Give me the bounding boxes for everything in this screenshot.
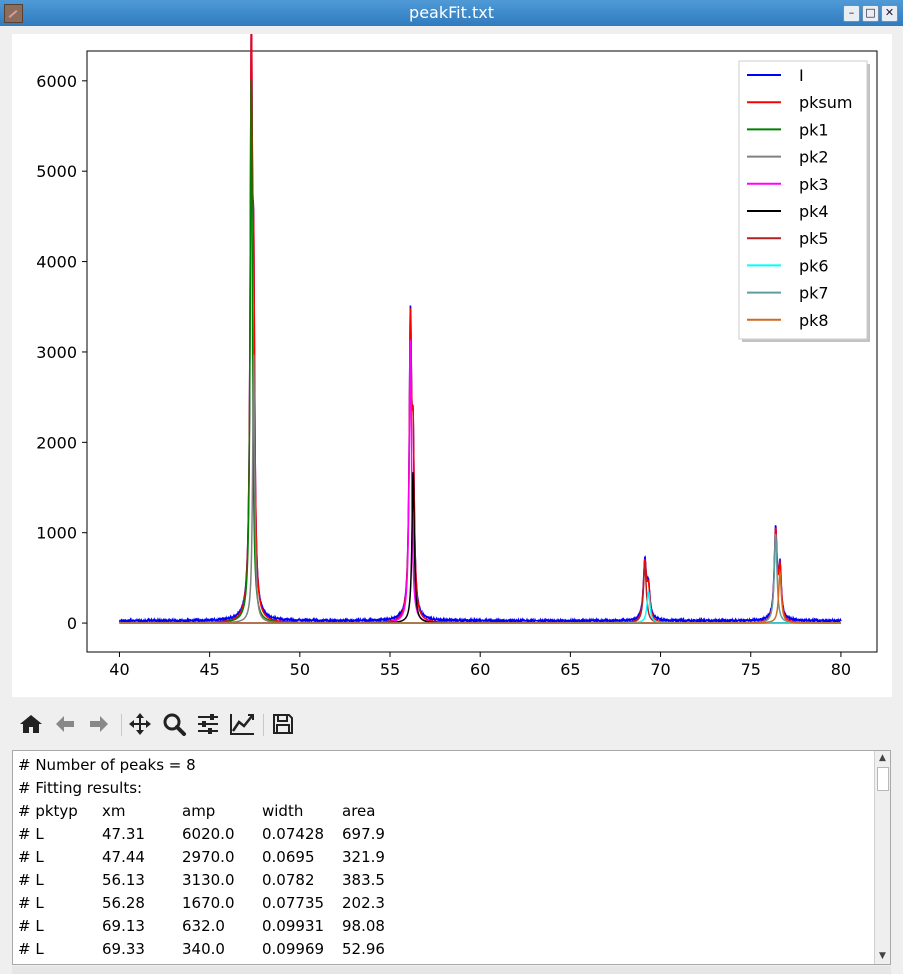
column-header: # pktyp: [18, 802, 78, 820]
title-bar: peakFit.txt – □ ✕: [0, 0, 903, 26]
x-tick-label: 45: [199, 660, 219, 679]
scroll-thumb[interactable]: [877, 767, 889, 791]
result-cell: 0.07428: [262, 825, 325, 843]
result-cell: 52.96: [342, 940, 385, 958]
result-cell: 2970.0: [182, 848, 235, 866]
home-button[interactable]: [16, 708, 46, 740]
result-cell: 3130.0: [182, 871, 235, 889]
y-tick-label: 6000: [36, 72, 77, 91]
result-cell: 632.0: [182, 917, 225, 935]
vertical-scrollbar[interactable]: ▲ ▼: [874, 751, 890, 964]
zoom-icon: [163, 713, 186, 736]
back-arrow-icon: [56, 716, 74, 732]
peak-fit-chart: 40 45 50 55 60 65 70 75 80 0 1000 2000 3000 4000 5000 6…: [36, 34, 878, 679]
result-cell: 383.5: [342, 871, 385, 889]
close-button[interactable]: ✕: [881, 5, 898, 22]
column-header: amp: [182, 802, 216, 820]
y-tick-label: 1000: [36, 524, 77, 543]
forward-arrow-icon: [90, 716, 108, 732]
legend-label: pksum: [799, 93, 852, 112]
column-header: xm: [102, 802, 126, 820]
edit-axis-icon: [230, 714, 254, 735]
y-tick-label: 2000: [36, 433, 77, 452]
horizontal-scrollbar[interactable]: [12, 966, 891, 974]
maximize-button[interactable]: □: [862, 5, 879, 22]
result-cell: 0.0695: [262, 848, 315, 866]
result-cell: 0.09931: [262, 917, 325, 935]
result-cell: # L: [18, 940, 44, 958]
result-cell: # L: [18, 894, 44, 912]
window-title: peakFit.txt: [409, 3, 494, 22]
y-tick-label: 5000: [36, 162, 77, 181]
result-cell: # L: [18, 917, 44, 935]
x-tick-label: 40: [109, 660, 129, 679]
result-cell: 202.3: [342, 894, 385, 912]
series-line-I: [118, 34, 842, 625]
zoom-button[interactable]: [159, 708, 189, 740]
column-header: area: [342, 802, 376, 820]
legend-label: pk4: [799, 202, 829, 221]
legend-label: pk7: [799, 284, 829, 303]
forward-button[interactable]: [84, 708, 114, 740]
scroll-down-icon[interactable]: ▼: [879, 951, 886, 961]
configure-subplots-icon: [198, 714, 218, 734]
result-cell: 0.09969: [262, 940, 325, 958]
x-tick-label: 65: [560, 660, 580, 679]
result-cell: 47.31: [102, 825, 145, 843]
column-header: width: [262, 802, 304, 820]
y-tick-label: 4000: [36, 253, 77, 272]
x-tick-label: 70: [650, 660, 670, 679]
result-cell: 69.33: [102, 940, 145, 958]
configure-subplots-button[interactable]: [193, 708, 223, 740]
home-icon: [20, 715, 42, 733]
x-tick-label: 75: [741, 660, 761, 679]
result-cell: 697.9: [342, 825, 385, 843]
result-cell: 69.13: [102, 917, 145, 935]
x-tick-label: 60: [470, 660, 490, 679]
peak-count-line: # Number of peaks = 8: [18, 756, 196, 774]
result-cell: 0.0782: [262, 871, 315, 889]
y-tick-label: 0: [67, 614, 77, 633]
result-cell: 56.13: [102, 871, 145, 889]
result-cell: # L: [18, 871, 44, 889]
result-cell: 6020.0: [182, 825, 235, 843]
pan-button[interactable]: [125, 708, 155, 740]
result-cell: # L: [18, 848, 44, 866]
save-button[interactable]: [268, 708, 298, 740]
x-tick-label: 80: [831, 660, 851, 679]
result-cell: 98.08: [342, 917, 385, 935]
back-button[interactable]: [50, 708, 80, 740]
edit-axis-button[interactable]: [227, 708, 257, 740]
minimize-button[interactable]: –: [843, 5, 860, 22]
fit-results-text[interactable]: # Number of peaks = 8 # Fitting results:…: [12, 750, 891, 965]
legend-label: pk6: [799, 256, 829, 275]
fitting-results-line: # Fitting results:: [18, 779, 143, 797]
scroll-up-icon[interactable]: ▲: [879, 753, 886, 763]
result-cell: 56.28: [102, 894, 145, 912]
legend-label: I: [799, 66, 804, 85]
result-cell: 1670.0: [182, 894, 235, 912]
result-cell: 321.9: [342, 848, 385, 866]
app-icon: [4, 4, 23, 23]
results-header-row: # pktyp xm amp width area: [18, 802, 375, 825]
y-tick-label: 3000: [36, 343, 77, 362]
result-cell: 340.0: [182, 940, 225, 958]
x-tick-label: 55: [380, 660, 400, 679]
save-icon: [273, 714, 293, 734]
plot-canvas[interactable]: 40 45 50 55 60 65 70 75 80 0 1000 2000 3000 4000 5000 6…: [12, 34, 892, 697]
toolbar-separator: [121, 714, 122, 736]
legend-label: pk2: [799, 148, 829, 167]
result-cell: 47.44: [102, 848, 145, 866]
legend-label: pk5: [799, 229, 829, 248]
result-cell: 0.07735: [262, 894, 325, 912]
legend-label: pk1: [799, 120, 829, 139]
series-line-pk8: [119, 569, 841, 624]
pan-icon: [129, 713, 151, 735]
result-cell: # L: [18, 825, 44, 843]
legend-label: pk8: [799, 311, 829, 330]
legend-label: pk3: [799, 175, 829, 194]
x-tick-label: 50: [290, 660, 310, 679]
toolbar-separator: [263, 714, 264, 736]
navigation-toolbar: [12, 706, 892, 744]
